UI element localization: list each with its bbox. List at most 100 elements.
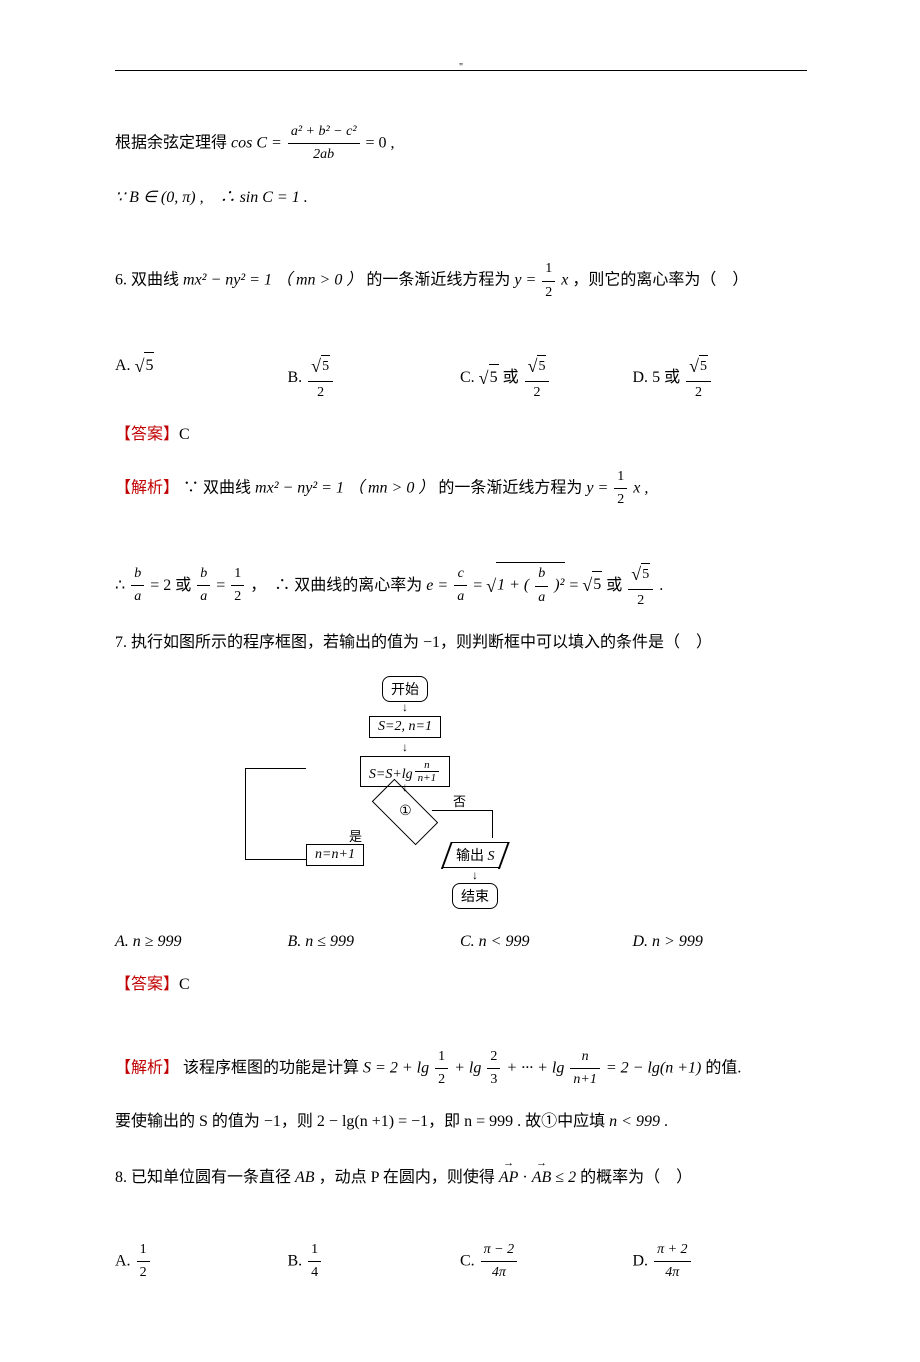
text: 双曲线 xyxy=(131,272,179,289)
fraction: 5 2 xyxy=(308,352,333,404)
numerator: 1 xyxy=(614,466,627,489)
numerator: 5 xyxy=(525,352,550,382)
denominator: a xyxy=(454,586,467,608)
text: 或 xyxy=(664,369,680,386)
denominator: 2 xyxy=(525,382,550,404)
denominator: 2 xyxy=(542,282,555,304)
question-number: 7. xyxy=(115,634,127,651)
fraction: 5 2 xyxy=(628,560,653,612)
flowchart: 开始 ↓ S=2, n=1 ↓ S=S+lgnn+1 ↓ ① 否 是 n=n+1 xyxy=(265,676,545,909)
equation: y = xyxy=(586,480,608,497)
solution-6: 【解析】 ∵ 双曲线 mx² − ny² = 1 （ mn > 0 ） 的一条渐… xyxy=(115,466,805,512)
equation: x xyxy=(561,272,568,289)
equation: e = xyxy=(426,576,448,593)
equation: mx² − ny² = 1 xyxy=(183,272,272,289)
fraction: 12 xyxy=(137,1239,150,1285)
solution-label: 【解析】 xyxy=(115,480,179,497)
numerator: 5 xyxy=(628,560,653,590)
text: ，则它的离心率为（ ） xyxy=(572,272,748,289)
text: 根据余弦定理得 xyxy=(115,135,227,152)
flow-yes-label: 是 xyxy=(349,826,362,845)
header-rule: " xyxy=(115,70,807,71)
choice-b: B. 5 2 xyxy=(288,352,461,404)
text: = 0 , xyxy=(366,135,395,152)
flow-output: 输出 S xyxy=(441,842,509,868)
fraction: 12 xyxy=(435,1046,448,1092)
solution-7: 【解析】 该程序框图的功能是计算 S = 2 + lg 12 + lg 23 +… xyxy=(115,1046,805,1092)
text: 或 xyxy=(606,576,622,593)
question-7-stem: 7. 执行如图所示的程序框图，若输出的值为 −1，则判断框中可以填入的条件是（ … xyxy=(115,630,805,656)
answer-6: 【答案】C xyxy=(115,422,805,448)
vector: AB xyxy=(532,1165,552,1191)
equation: = 2 xyxy=(150,576,171,593)
fraction: b a xyxy=(131,563,144,609)
var: AB xyxy=(295,1169,315,1186)
text: + lg xyxy=(454,1059,481,1076)
answer-label: 【答案】 xyxy=(115,426,179,443)
text: 或 xyxy=(503,369,519,386)
choice-label: A. xyxy=(115,1252,131,1269)
choice-label: B. xyxy=(288,1252,303,1269)
question-7-choices: A. n ≥ 999 B. n ≤ 999 C. n < 999 D. n > … xyxy=(115,929,805,955)
numerator: c xyxy=(454,563,467,586)
equation: ≤ 2 xyxy=(555,1169,576,1186)
fraction: π − 24π xyxy=(481,1239,517,1285)
numerator: 1 xyxy=(231,563,244,586)
choice-label: C. xyxy=(460,1252,475,1269)
choice-a: A. 12 xyxy=(115,1239,288,1285)
text: 5 xyxy=(652,369,664,386)
numerator: b xyxy=(131,563,144,586)
fraction: 1 2 xyxy=(542,258,555,304)
choice-c: C. n < 999 xyxy=(460,929,633,955)
flow-assign: S=S+lgnn+1 xyxy=(360,756,450,787)
text: （ mn > 0 ） xyxy=(348,480,434,497)
answer-7: 【答案】C xyxy=(115,972,805,998)
text: ，动点 P 在圆内，则使得 xyxy=(319,1169,495,1186)
text: 的概率为（ ） xyxy=(580,1169,692,1186)
text: 的一条渐近线方程为 xyxy=(438,480,582,497)
question-8-choices: A. 12 B. 14 C. π − 24π D. π + 24π xyxy=(115,1239,805,1285)
choice-b: B. 14 xyxy=(288,1239,461,1285)
choice-c: C. π − 24π xyxy=(460,1239,633,1285)
denominator: a xyxy=(197,586,210,608)
solution-6-line2: ∴ b a = 2 或 b a = 1 2 ， ∴ 双曲线的离心率为 e = c… xyxy=(115,560,805,612)
denominator: 2 xyxy=(686,382,711,404)
sqrt: 1 + ( ba )² xyxy=(486,562,565,609)
text: ∴ xyxy=(115,576,125,593)
choice-label: D. xyxy=(633,369,649,386)
choice-d: D. n > 999 xyxy=(633,929,806,955)
paragraph: ∵ B ∈ (0, π) , ∴ sin C = 1 . xyxy=(115,185,805,211)
flow-no-label: 否 xyxy=(453,791,466,810)
text: 的值. xyxy=(705,1059,741,1076)
numerator: 5 xyxy=(308,352,333,382)
choice-d: D. π + 24π xyxy=(633,1239,806,1285)
choice-c: C. 5 或 5 2 xyxy=(460,352,633,404)
equation: n < 999 xyxy=(609,1113,660,1130)
solution-7-line2: 要使输出的 S 的值为 −1，则 2 − lg(n +1) = −1，即 n =… xyxy=(115,1109,805,1135)
denominator: 2 xyxy=(614,489,627,511)
fraction: π + 24π xyxy=(654,1239,690,1285)
question-8-stem: 8. 已知单位圆有一条直径 AB ，动点 P 在圆内，则使得 AP · AB ≤… xyxy=(115,1165,805,1191)
operator: · xyxy=(522,1169,527,1186)
flow-init: S=2, n=1 xyxy=(369,716,441,738)
choice-a: A. 5 xyxy=(115,352,288,404)
choice-a: A. n ≥ 999 xyxy=(115,929,288,955)
flow-increment: n=n+1 xyxy=(306,844,364,866)
text: ∵ 双曲线 xyxy=(183,480,251,497)
numerator: b xyxy=(197,563,210,586)
text: 该程序框图的功能是计算 xyxy=(183,1059,359,1076)
text: ， ∴ 双曲线的离心率为 xyxy=(250,576,422,593)
radicand: 1 + ( ba )² xyxy=(496,562,565,609)
solution-label: 【解析】 xyxy=(115,1059,179,1076)
text: 要使输出的 S 的值为 −1，则 2 − lg(n +1) = −1，即 n =… xyxy=(115,1113,609,1130)
text: . xyxy=(664,1113,668,1130)
document-page: " 根据余弦定理得 cos C = a² + b² − c² 2ab = 0 ,… xyxy=(0,0,920,1362)
fraction: 1 2 xyxy=(231,563,244,609)
question-number: 8. xyxy=(115,1169,127,1186)
denominator: 2 xyxy=(628,590,653,612)
choice-label: A. xyxy=(115,357,131,374)
paragraph: 根据余弦定理得 cos C = a² + b² − c² 2ab = 0 , xyxy=(115,121,805,167)
fraction: 5 2 xyxy=(686,352,711,404)
header-mark: " xyxy=(459,62,463,73)
numerator: a² + b² − c² xyxy=(288,121,360,144)
